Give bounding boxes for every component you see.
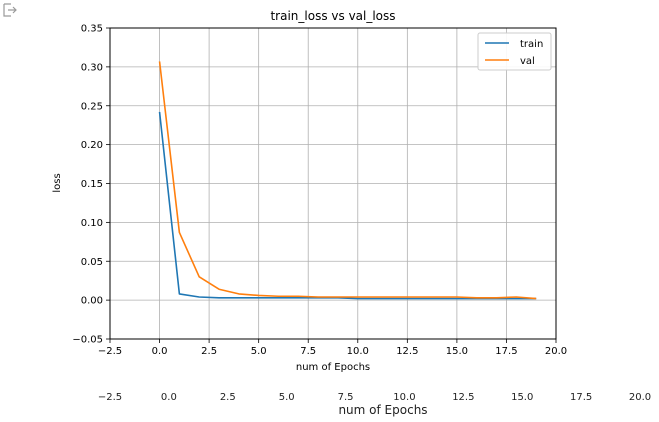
duplicate-x-tick-label: 15.0 (511, 392, 533, 403)
duplicate-x-axis-ticks: −2.5 0.0 2.5 5.0 7.5 10.0 12.5 15.0 17.5 20.0 (98, 392, 651, 403)
duplicate-x-tick-label: 2.5 (220, 392, 236, 403)
duplicate-x-tick-label: 12.5 (452, 392, 474, 403)
chart-title: train_loss vs val_loss (270, 9, 395, 23)
y-axis-ticks: −0.05 0.00 0.05 0.10 0.15 0.20 0.25 0.30 0.35 (72, 24, 110, 346)
y-tick-label: 0.35 (81, 24, 103, 35)
y-tick-label: 0.15 (81, 179, 103, 190)
duplicate-x-axis-label: num of Epochs (338, 403, 427, 417)
y-axis-label: loss (52, 173, 63, 192)
duplicate-x-tick-label: −2.5 (98, 392, 122, 403)
x-tick-label: 5.0 (251, 346, 267, 357)
x-tick-label: 2.5 (201, 346, 217, 357)
y-tick-label: 0.00 (81, 296, 103, 307)
x-tick-label: 17.5 (495, 346, 517, 357)
x-tick-label: 0.0 (152, 346, 168, 357)
y-tick-label: 0.10 (81, 218, 103, 229)
legend: train val (477, 32, 552, 71)
duplicate-x-tick-label: 17.5 (570, 392, 592, 403)
x-tick-label: 7.5 (300, 346, 316, 357)
grid-lines (109, 27, 557, 340)
y-tick-label: 0.20 (81, 140, 103, 151)
output-arrow-icon (3, 3, 17, 17)
x-axis-ticks: −2.5 0.0 2.5 5.0 7.5 10.0 12.5 15.0 17.5 20.0 (98, 339, 567, 357)
series-line-val (158, 61, 537, 300)
x-tick-label: 12.5 (396, 346, 418, 357)
duplicate-x-tick-label: 5.0 (279, 392, 295, 403)
y-tick-label: 0.30 (81, 62, 103, 73)
x-tick-label: 20.0 (545, 346, 567, 357)
legend-label-val: val (520, 56, 535, 67)
x-tick-label: 10.0 (347, 346, 369, 357)
duplicate-x-tick-label: 10.0 (393, 392, 415, 403)
x-axis-label: num of Epochs (296, 362, 370, 373)
y-tick-label: −0.05 (72, 335, 103, 346)
duplicate-x-tick-label: 20.0 (629, 392, 651, 403)
series-lines (158, 61, 537, 300)
x-tick-label: −2.5 (98, 346, 122, 357)
y-tick-label: 0.05 (81, 257, 103, 268)
series-line-train (158, 111, 537, 300)
legend-label-train: train (520, 39, 543, 50)
y-tick-label: 0.25 (81, 101, 103, 112)
duplicate-x-tick-label: 0.0 (161, 392, 177, 403)
x-tick-label: 15.0 (446, 346, 468, 357)
duplicate-x-tick-label: 7.5 (338, 392, 354, 403)
